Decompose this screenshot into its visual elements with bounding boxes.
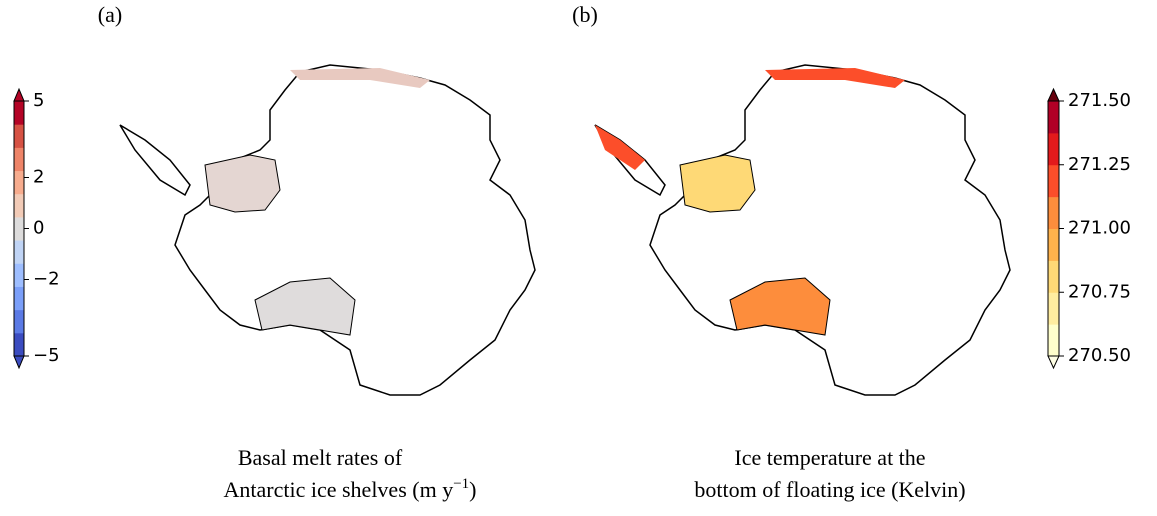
colorbar-tick-label: 271.00 <box>1068 218 1131 239</box>
colorbar-segment <box>14 286 24 311</box>
caption-superscript: −1 <box>453 476 469 492</box>
colorbar-segment <box>1048 196 1059 229</box>
colorbar-segment <box>14 170 24 195</box>
colorbar-segment <box>1048 292 1059 325</box>
colorbar-tick-label: 270.75 <box>1068 281 1131 302</box>
caption-line: Basal melt rates of <box>238 445 403 470</box>
colorbar-segment <box>14 216 24 241</box>
panel-label: (a) <box>98 2 122 27</box>
colorbar-tick-label: −5 <box>33 345 60 366</box>
colorbar-tick-label: 271.50 <box>1068 90 1131 111</box>
colorbar-under <box>13 355 25 370</box>
colorbar-segment <box>14 147 24 172</box>
colorbar-segment <box>14 240 24 264</box>
colorbar-segment <box>1048 132 1059 166</box>
colorbar-segment <box>14 101 24 125</box>
colorbar-segment <box>1048 260 1059 293</box>
caption-part: ) <box>469 477 476 502</box>
colorbar-tick-label: 0 <box>33 218 44 239</box>
colorbar-segment <box>14 332 24 357</box>
colorbar-segment <box>14 309 24 334</box>
colorbar-over <box>1047 87 1060 102</box>
colorbar-tick-label: 2 <box>33 167 44 188</box>
colorbar-tick-label: 5 <box>33 90 44 111</box>
caption-line: Antarctic ice shelves (m y−1) <box>224 476 477 502</box>
colorbar-under <box>1047 355 1060 370</box>
colorbar-segment <box>1048 164 1059 198</box>
colorbar-segment <box>14 263 24 287</box>
colorbar-segment <box>14 193 24 218</box>
colorbar-segment <box>1048 324 1059 357</box>
caption-line: bottom of floating ice (Kelvin) <box>694 477 965 502</box>
caption-line: Ice temperature at the <box>734 445 925 470</box>
panel-label: (b) <box>572 2 598 27</box>
colorbar-segment <box>1048 228 1059 261</box>
map-a <box>119 64 536 396</box>
colorbar-segment <box>14 124 24 148</box>
colorbar-segment <box>1048 101 1059 134</box>
caption-part: Antarctic ice shelves (m y <box>224 477 454 502</box>
map-b <box>594 64 1011 396</box>
colorbar-tick-label: 271.25 <box>1068 154 1131 175</box>
colorbar-over <box>13 87 25 102</box>
colorbar-tick-label: 270.50 <box>1068 345 1131 366</box>
caption-part: bottom of floating ice (Kelvin) <box>694 477 965 502</box>
colorbar-tick-label: −2 <box>33 269 60 290</box>
